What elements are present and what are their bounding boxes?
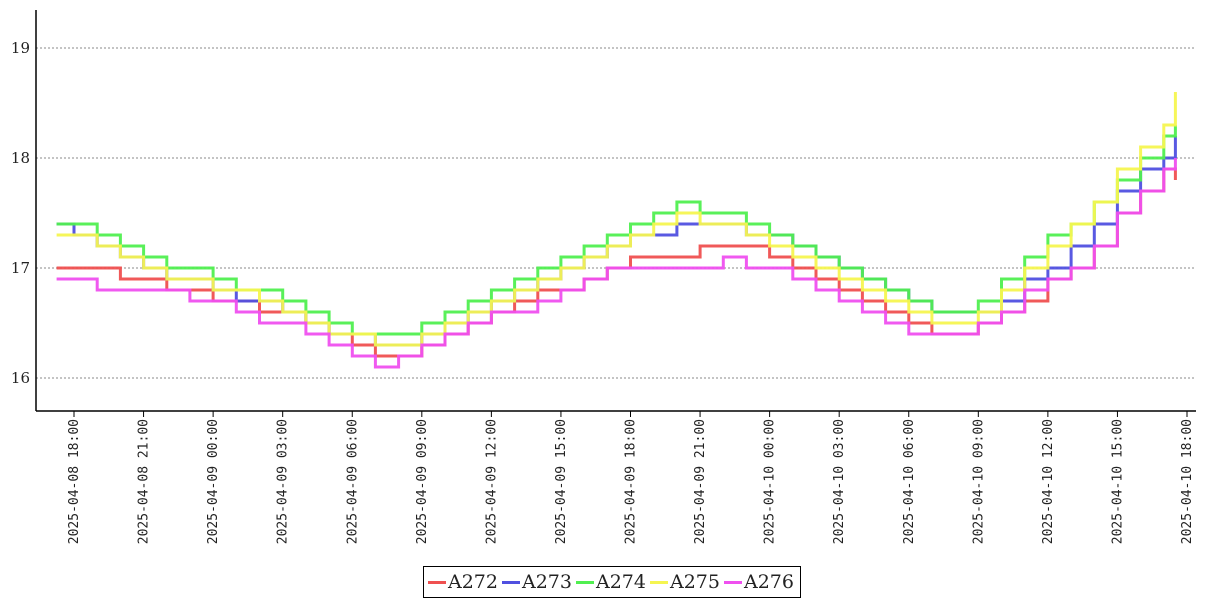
- series-line-a275: [56, 92, 1177, 347]
- series-line-a276: [56, 158, 1177, 369]
- x-tick-label: 2025-04-09 12:00: [484, 419, 499, 544]
- x-tick-label: 2025-04-09 00:00: [206, 419, 221, 544]
- legend-item-a272: A272: [426, 571, 498, 593]
- x-tick-label: 2025-04-08 21:00: [137, 419, 152, 544]
- legend-label: A272: [448, 571, 498, 593]
- legend: A272 A273 A274 A275 A276: [423, 566, 801, 598]
- x-tick-label: 2025-04-09 06:00: [345, 419, 360, 544]
- legend-label: A273: [522, 571, 572, 593]
- x-tick-label: 2025-04-10 18:00: [1180, 419, 1195, 544]
- legend-swatch: [724, 580, 742, 584]
- legend-swatch: [576, 580, 594, 584]
- legend-swatch: [650, 580, 668, 584]
- y-tick-labels: 16 17 18 19: [11, 39, 30, 387]
- y-tick-label: 18: [11, 149, 30, 167]
- axes: [35, 10, 1196, 412]
- y-tick-label: 19: [11, 39, 30, 57]
- x-tick-label: 2025-04-10 03:00: [832, 419, 847, 544]
- y-tick-label: 17: [11, 259, 30, 277]
- legend-swatch: [502, 580, 520, 584]
- y-tick-label: 16: [11, 369, 30, 387]
- legend-label: A276: [744, 571, 794, 593]
- x-tick-labels: 2025-04-08 18:00 2025-04-08 21:00 2025-04-…: [67, 411, 1195, 544]
- series-line-a274: [56, 125, 1177, 336]
- legend-item-a275: A275: [648, 571, 720, 593]
- x-tick-label: 2025-04-09 21:00: [693, 419, 708, 544]
- x-tick-label: 2025-04-10 09:00: [971, 419, 986, 544]
- x-tick-label: 2025-04-09 09:00: [415, 419, 430, 544]
- x-tick-label: 2025-04-10 00:00: [763, 419, 778, 544]
- legend-label: A275: [670, 571, 720, 593]
- legend-item-a274: A274: [574, 571, 646, 593]
- series-line-a273: [56, 136, 1177, 347]
- legend-swatch: [428, 580, 446, 584]
- legend-item-a276: A276: [722, 571, 794, 593]
- x-tick-label: 2025-04-09 15:00: [554, 419, 569, 544]
- series-lines: [56, 92, 1177, 369]
- legend-label: A274: [596, 571, 646, 593]
- grid-lines: [36, 47, 1196, 379]
- x-tick-label: 2025-04-09 18:00: [624, 419, 639, 544]
- x-tick-label: 2025-04-10 06:00: [902, 419, 917, 544]
- series-line-a272: [56, 167, 1177, 358]
- x-tick-label: 2025-04-10 15:00: [1110, 419, 1125, 544]
- legend-item-a273: A273: [500, 571, 572, 593]
- x-tick-label: 2025-04-08 18:00: [67, 419, 82, 544]
- x-tick-label: 2025-04-09 03:00: [276, 419, 291, 544]
- x-tick-label: 2025-04-10 12:00: [1041, 419, 1056, 544]
